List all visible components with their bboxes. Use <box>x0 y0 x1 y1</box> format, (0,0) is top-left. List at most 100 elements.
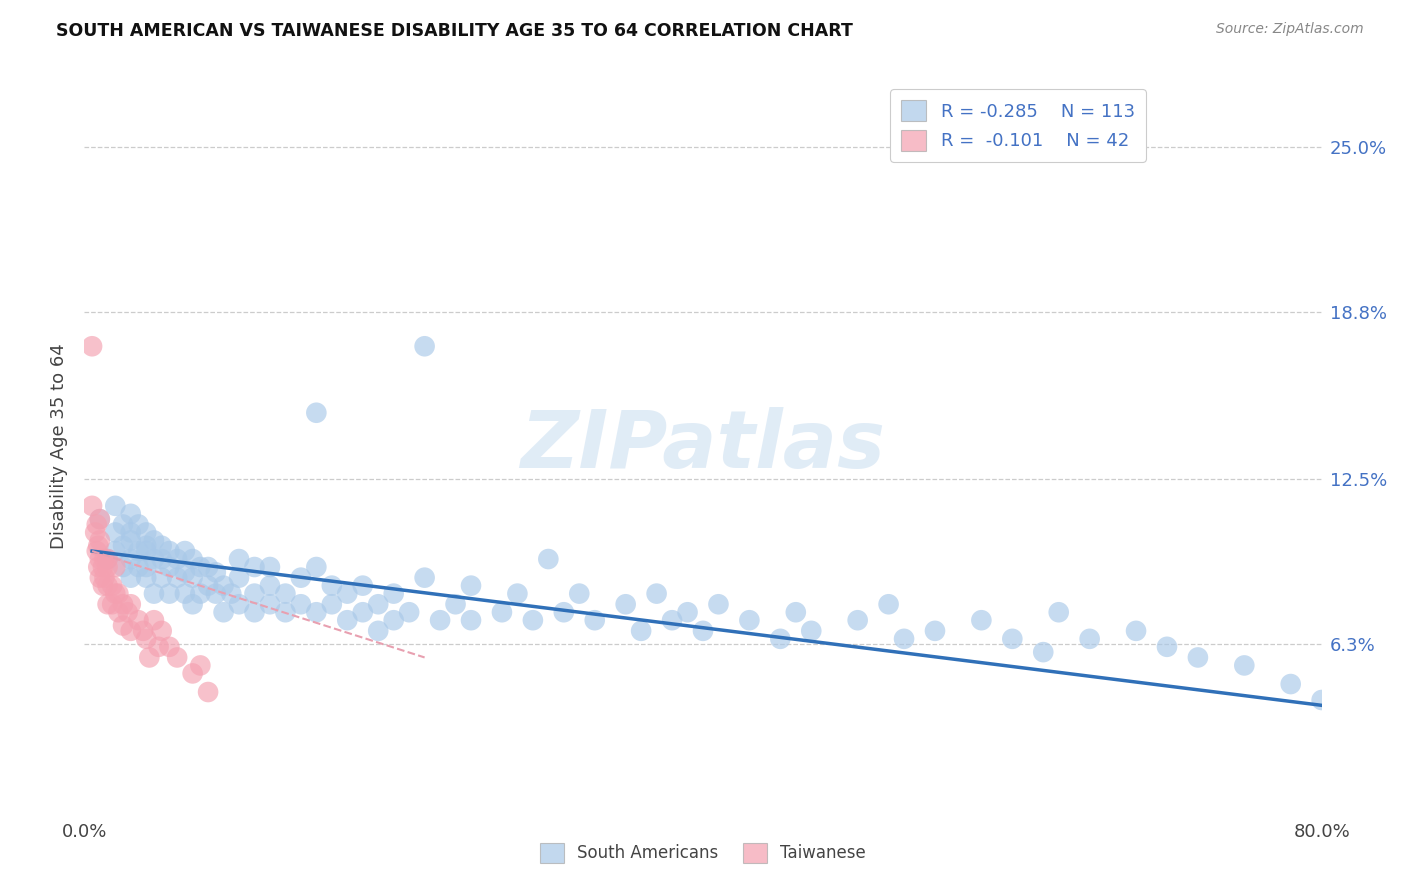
Point <box>893 632 915 646</box>
Point <box>491 605 513 619</box>
Point <box>846 613 869 627</box>
Point <box>692 624 714 638</box>
Point <box>174 586 197 600</box>
Point <box>120 507 142 521</box>
Point <box>159 560 181 574</box>
Text: SOUTH AMERICAN VS TAIWANESE DISABILITY AGE 35 TO 64 CORRELATION CHART: SOUTH AMERICAN VS TAIWANESE DISABILITY A… <box>56 22 853 40</box>
Point <box>82 499 104 513</box>
Point <box>259 597 281 611</box>
Point <box>352 579 374 593</box>
Point <box>97 597 120 611</box>
Point <box>91 579 114 593</box>
Point <box>104 525 127 540</box>
Point <box>305 406 328 420</box>
Point <box>197 560 219 574</box>
Point <box>188 560 212 574</box>
Point <box>166 571 188 585</box>
Point <box>120 571 142 585</box>
Point <box>150 571 173 585</box>
Point <box>290 597 312 611</box>
Point <box>112 560 135 574</box>
Point <box>506 586 529 600</box>
Point <box>614 597 637 611</box>
Point <box>243 605 266 619</box>
Point <box>707 597 730 611</box>
Point <box>112 618 135 632</box>
Point <box>120 597 142 611</box>
Point <box>321 579 343 593</box>
Point <box>101 597 124 611</box>
Point <box>274 586 297 600</box>
Point <box>143 533 166 548</box>
Point <box>159 640 181 654</box>
Point <box>120 624 142 638</box>
Point <box>583 613 606 627</box>
Point <box>84 525 107 540</box>
Text: ZIPatlas: ZIPatlas <box>520 407 886 485</box>
Point <box>398 605 420 619</box>
Point <box>150 552 173 566</box>
Point <box>274 605 297 619</box>
Point <box>522 613 544 627</box>
Point <box>1047 605 1070 619</box>
Point <box>128 544 150 558</box>
Point <box>1125 624 1147 638</box>
Point <box>159 586 181 600</box>
Point <box>645 586 668 600</box>
Point <box>93 571 115 585</box>
Point <box>91 560 114 574</box>
Point <box>321 597 343 611</box>
Point <box>1310 693 1333 707</box>
Point <box>444 597 467 611</box>
Point <box>135 560 157 574</box>
Point <box>181 552 204 566</box>
Point <box>128 517 150 532</box>
Point <box>138 650 160 665</box>
Point <box>181 666 204 681</box>
Point <box>769 632 792 646</box>
Point <box>107 605 129 619</box>
Point <box>1156 640 1178 654</box>
Point <box>132 624 155 638</box>
Point <box>290 571 312 585</box>
Point <box>877 597 900 611</box>
Point <box>1032 645 1054 659</box>
Point <box>159 544 181 558</box>
Point <box>1078 632 1101 646</box>
Point <box>120 533 142 548</box>
Point <box>1279 677 1302 691</box>
Point <box>143 613 166 627</box>
Point <box>150 539 173 553</box>
Point <box>336 586 359 600</box>
Point <box>228 597 250 611</box>
Point <box>630 624 652 638</box>
Point <box>197 579 219 593</box>
Point <box>101 579 124 593</box>
Point <box>205 566 228 580</box>
Point <box>429 613 451 627</box>
Point <box>970 613 993 627</box>
Point <box>104 586 127 600</box>
Point <box>89 533 111 548</box>
Point <box>259 579 281 593</box>
Legend: South Americans, Taiwanese: South Americans, Taiwanese <box>534 837 872 869</box>
Point <box>1233 658 1256 673</box>
Point <box>150 624 173 638</box>
Point <box>128 560 150 574</box>
Point <box>197 685 219 699</box>
Point <box>188 658 212 673</box>
Point <box>413 339 436 353</box>
Point <box>460 613 482 627</box>
Point <box>336 613 359 627</box>
Text: Source: ZipAtlas.com: Source: ZipAtlas.com <box>1216 22 1364 37</box>
Point <box>243 586 266 600</box>
Point <box>135 571 157 585</box>
Point <box>112 597 135 611</box>
Point <box>104 560 127 574</box>
Point <box>104 544 127 558</box>
Point <box>228 571 250 585</box>
Point <box>1001 632 1024 646</box>
Point <box>174 544 197 558</box>
Point <box>367 624 389 638</box>
Point <box>89 512 111 526</box>
